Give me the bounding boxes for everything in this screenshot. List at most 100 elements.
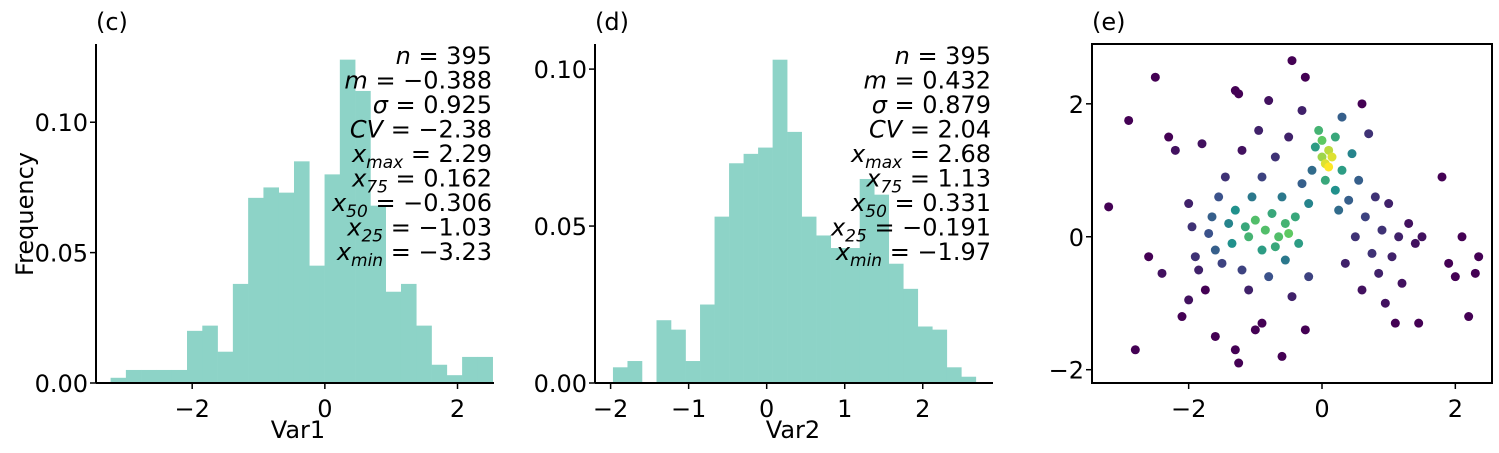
y-tick-label: −2 xyxy=(1049,357,1084,385)
histogram-bar xyxy=(729,163,744,383)
scatter-point xyxy=(1397,278,1407,288)
scatter-point xyxy=(1277,192,1287,202)
y-tick-label: 0.05 xyxy=(534,213,587,241)
scatter-point xyxy=(1250,215,1260,225)
scatter-point xyxy=(1230,345,1240,355)
scatter-point xyxy=(1337,165,1347,175)
histogram-bar xyxy=(685,361,701,383)
stat-line: m = 0.432 xyxy=(864,67,991,95)
scatter-density-panel: (e) −2 0 2 −2 0 2 xyxy=(1049,8,1493,423)
stat-line: n = 395 xyxy=(895,42,991,70)
histogram-bar xyxy=(355,90,371,383)
stat-line: m = −0.388 xyxy=(344,67,492,95)
scatter-point xyxy=(1327,152,1337,162)
stat-line: σ = 0.879 xyxy=(872,91,991,119)
scatter-point xyxy=(1220,172,1230,182)
scatter-point xyxy=(1324,145,1334,155)
stat-line: xmax = 2.68 xyxy=(850,140,991,173)
stat-line: CV = 2.04 xyxy=(869,116,991,144)
scatter-point xyxy=(1354,175,1364,185)
histogram-bar xyxy=(263,187,280,383)
scatter-point xyxy=(1297,179,1307,189)
y-tick-label: 0.10 xyxy=(534,56,587,84)
panel-label-e: (e) xyxy=(1092,8,1126,36)
histogram-bar xyxy=(845,248,861,383)
scatter-point xyxy=(1404,218,1414,228)
histogram-bar xyxy=(903,288,919,383)
stat-line: x50 = −0.306 xyxy=(331,189,492,222)
stat-line: σ = 0.925 xyxy=(373,91,492,119)
scatter-point xyxy=(1230,205,1240,215)
scatter-point xyxy=(1380,298,1390,308)
x-tick-label: 0 xyxy=(759,395,774,423)
histogram-bar xyxy=(125,369,142,383)
scatter-point xyxy=(1450,272,1460,282)
scatter-point xyxy=(1164,132,1174,142)
scatter-point xyxy=(1334,205,1344,215)
plot-frame xyxy=(1091,43,1493,384)
scatter-point xyxy=(1204,228,1214,238)
histogram-bar xyxy=(961,376,977,383)
scatter-point xyxy=(1177,312,1187,322)
scatter-point xyxy=(1410,238,1420,248)
scatter-point xyxy=(1207,212,1217,222)
scatter-point xyxy=(1330,185,1340,195)
scatter-point xyxy=(1384,199,1394,209)
scatter-point xyxy=(1260,225,1270,235)
scatter-point xyxy=(1304,272,1314,282)
histogram-bar xyxy=(171,369,188,383)
scatter-points xyxy=(1104,56,1484,368)
scatter-point xyxy=(1197,139,1207,149)
scatter-point xyxy=(1240,222,1250,232)
histogram-bars xyxy=(612,59,977,383)
scatter-point xyxy=(1210,245,1220,255)
scatter-point xyxy=(1237,265,1247,275)
scatter-point xyxy=(1210,331,1220,341)
scatter-point xyxy=(1124,115,1134,125)
histogram-bar xyxy=(156,369,173,383)
histogram-bar xyxy=(416,325,432,383)
scatter-point xyxy=(1317,135,1327,145)
stat-line: xmin = −1.97 xyxy=(835,238,991,271)
histogram-var1-panel: (c) −2 0 2 0.00 0.05 0.10 Var1 Frequency n = … xyxy=(11,8,494,444)
y-tick-label: 2 xyxy=(1069,91,1084,119)
scatter-point xyxy=(1190,252,1200,262)
histogram-bar xyxy=(339,59,356,384)
histogram-bar xyxy=(801,216,817,383)
scatter-point xyxy=(1257,318,1267,328)
histogram-bar xyxy=(671,329,686,383)
x-tick-label: −1 xyxy=(671,395,706,423)
x-tick-label: −2 xyxy=(174,395,209,423)
histogram-bar xyxy=(187,330,203,383)
tick-group: −2 0 2 −2 0 2 xyxy=(1049,91,1463,423)
scatter-point xyxy=(1200,285,1210,295)
scatter-point xyxy=(1464,312,1474,322)
y-tick-label: 0.00 xyxy=(35,370,88,398)
scatter-point xyxy=(1294,238,1304,248)
histogram-bar xyxy=(816,235,831,383)
scatter-point xyxy=(1130,345,1140,355)
x-tick-label: −2 xyxy=(1171,395,1206,423)
x-tick-label: 2 xyxy=(1448,395,1463,423)
scatter-point xyxy=(1360,212,1370,222)
scatter-point xyxy=(1244,232,1254,242)
scatter-point xyxy=(1307,165,1317,175)
scatter-point xyxy=(1364,129,1374,139)
scatter-point xyxy=(1324,162,1334,172)
stat-line: x75 = 0.162 xyxy=(351,165,492,198)
stat-line: n = 395 xyxy=(396,42,492,70)
panel-label-d: (d) xyxy=(595,8,629,36)
scatter-point xyxy=(1330,132,1340,142)
scatter-point xyxy=(1150,72,1160,82)
scatter-point xyxy=(1194,265,1204,275)
scatter-point xyxy=(1300,325,1310,335)
scatter-point xyxy=(1234,358,1244,368)
scatter-point xyxy=(1157,268,1167,278)
histogram-bar xyxy=(787,131,802,383)
scatter-point xyxy=(1187,222,1197,232)
histogram-bar xyxy=(477,356,493,383)
scatter-point xyxy=(1264,272,1274,282)
histogram-bar xyxy=(743,153,759,383)
